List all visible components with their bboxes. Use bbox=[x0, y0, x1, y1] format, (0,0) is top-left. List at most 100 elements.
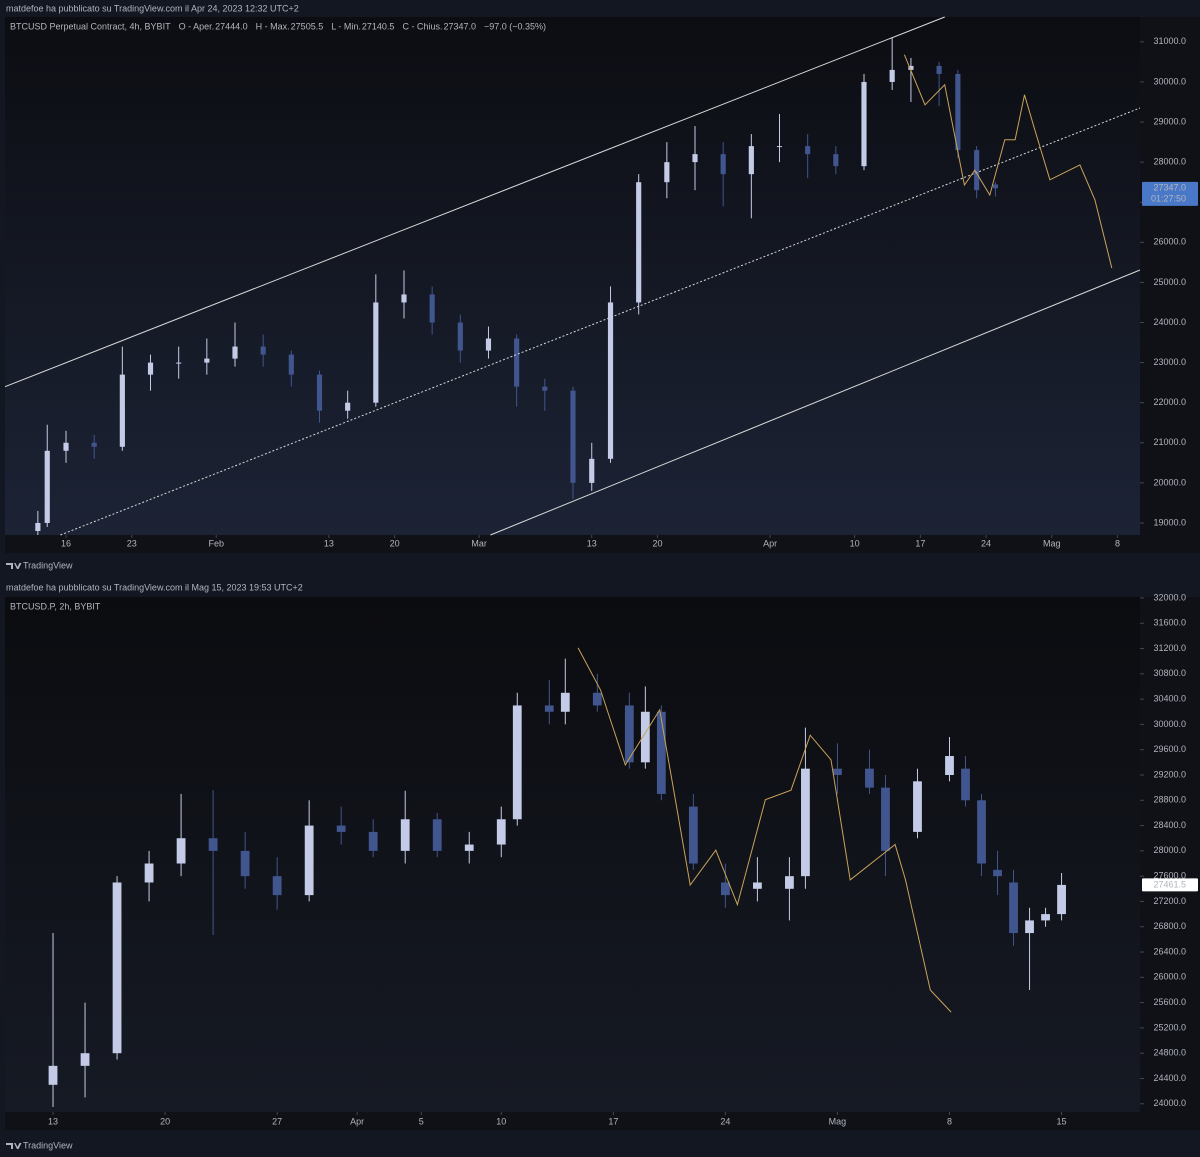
candle-body bbox=[272, 876, 282, 896]
legend-item: L - Min. bbox=[331, 21, 361, 31]
candle-body bbox=[992, 184, 999, 189]
candle-body bbox=[176, 362, 182, 364]
legend-item: O - Aper. bbox=[179, 21, 215, 31]
candle-body bbox=[429, 294, 435, 323]
candle-body bbox=[955, 73, 961, 151]
y-tick-label: 24000.0 bbox=[1153, 317, 1186, 327]
y-tick-label: 27600.0 bbox=[1153, 871, 1186, 881]
x-tick-label: Feb bbox=[208, 538, 224, 548]
candle-body bbox=[288, 354, 294, 375]
candle-body bbox=[570, 390, 576, 483]
drawing-line bbox=[577, 647, 952, 1013]
candle-body bbox=[316, 374, 323, 411]
candle-body bbox=[514, 338, 520, 387]
time-axis bbox=[5, 1112, 1140, 1130]
x-tick-label: 17 bbox=[915, 538, 925, 548]
brand: TradingView bbox=[23, 560, 73, 570]
legend-item: 27140.5 bbox=[362, 21, 395, 31]
price-axis bbox=[1140, 17, 1200, 553]
candle-body bbox=[913, 781, 922, 832]
y-tick-label: 25200.0 bbox=[1153, 1022, 1186, 1032]
candle-body bbox=[512, 705, 522, 820]
candle-body bbox=[44, 450, 50, 523]
x-tick-label: 20 bbox=[390, 538, 400, 548]
legend-item: 27347.0 bbox=[443, 21, 476, 31]
y-tick-label: 26000.0 bbox=[1153, 972, 1186, 982]
candle-body bbox=[833, 154, 839, 167]
brand-logo bbox=[6, 563, 22, 569]
y-tick-label: 20000.0 bbox=[1153, 477, 1186, 487]
y-tick-label: 31000.0 bbox=[1153, 36, 1186, 46]
candle-body bbox=[240, 850, 250, 877]
candle-body bbox=[636, 182, 642, 303]
drawing-line bbox=[903, 54, 1113, 269]
x-tick-label: 13 bbox=[324, 538, 334, 548]
candle-body bbox=[776, 146, 783, 148]
candle-body bbox=[692, 154, 698, 163]
candle-body bbox=[977, 800, 986, 864]
candle-body bbox=[147, 362, 154, 375]
x-tick-label: 8 bbox=[947, 1116, 952, 1126]
candle-body bbox=[208, 838, 218, 851]
candle-body bbox=[1041, 914, 1050, 921]
y-tick-label: 21000.0 bbox=[1153, 437, 1186, 447]
x-tick-label: Apr bbox=[763, 538, 777, 548]
candle-body bbox=[304, 825, 314, 896]
candle-body bbox=[232, 346, 238, 359]
candle-body bbox=[485, 338, 492, 351]
candle-body bbox=[688, 806, 698, 864]
y-tick-label: 24000.0 bbox=[1153, 1098, 1186, 1108]
candle-body bbox=[176, 838, 186, 864]
candle-body bbox=[1025, 920, 1034, 934]
y-tick-label: 28800.0 bbox=[1153, 795, 1186, 805]
y-tick-label: 26400.0 bbox=[1153, 946, 1186, 956]
y-tick-label: 23000.0 bbox=[1153, 357, 1186, 367]
candle-body bbox=[400, 819, 410, 851]
candle-body bbox=[345, 402, 351, 411]
y-tick-label: 31200.0 bbox=[1153, 643, 1186, 653]
x-tick-label: 8 bbox=[1115, 538, 1120, 548]
candle-body bbox=[1009, 882, 1018, 934]
candle-body bbox=[908, 65, 914, 70]
candle-body bbox=[961, 768, 970, 801]
x-tick-label: 17 bbox=[608, 1116, 618, 1126]
y-tick-label: 29600.0 bbox=[1153, 744, 1186, 754]
candle-body bbox=[260, 346, 266, 355]
candle-body bbox=[805, 146, 811, 155]
y-tick-label: 28000.0 bbox=[1153, 157, 1186, 167]
candle-body bbox=[432, 819, 442, 851]
x-tick-label: 16 bbox=[61, 538, 71, 548]
candle-body bbox=[881, 787, 890, 851]
x-tick-label: Mar bbox=[471, 538, 487, 548]
candle-body bbox=[119, 374, 125, 447]
candle-body bbox=[80, 1053, 90, 1066]
x-tick-label: 20 bbox=[652, 538, 662, 548]
y-tick-label: 26800.0 bbox=[1153, 921, 1186, 931]
legend-item: 27444.0 bbox=[215, 21, 248, 31]
legend-item: BTCUSD.P, 2h, BYBIT bbox=[10, 601, 101, 611]
y-tick-label: 26000.0 bbox=[1153, 237, 1186, 247]
legend-item: BTCUSD Perpetual Contract, 4h, BYBIT bbox=[10, 21, 171, 31]
y-tick-label: 24800.0 bbox=[1153, 1048, 1186, 1058]
candle-body bbox=[993, 869, 1002, 877]
legend-item: 27505.5 bbox=[291, 21, 324, 31]
y-tick-label: 30400.0 bbox=[1153, 693, 1186, 703]
candle-body bbox=[542, 386, 548, 391]
candle-body bbox=[889, 69, 895, 82]
y-tick-label: 30000.0 bbox=[1153, 76, 1186, 86]
candle-body bbox=[35, 522, 41, 531]
x-tick-label: 24 bbox=[981, 538, 991, 548]
plot-area bbox=[5, 597, 1140, 1112]
candle-body bbox=[401, 294, 407, 303]
y-tick-label: 27200.0 bbox=[1153, 896, 1186, 906]
drawing-line bbox=[60, 107, 1141, 536]
legend-item: −97.0 (−0.35%) bbox=[484, 21, 546, 31]
x-tick-label: 13 bbox=[48, 1116, 58, 1126]
candle-body bbox=[720, 154, 726, 175]
candle-body bbox=[112, 882, 122, 1054]
candle-body bbox=[640, 711, 650, 763]
candle-body bbox=[974, 150, 980, 191]
candle-body bbox=[785, 876, 794, 889]
candle-body bbox=[368, 831, 378, 851]
candle-body bbox=[720, 882, 730, 896]
